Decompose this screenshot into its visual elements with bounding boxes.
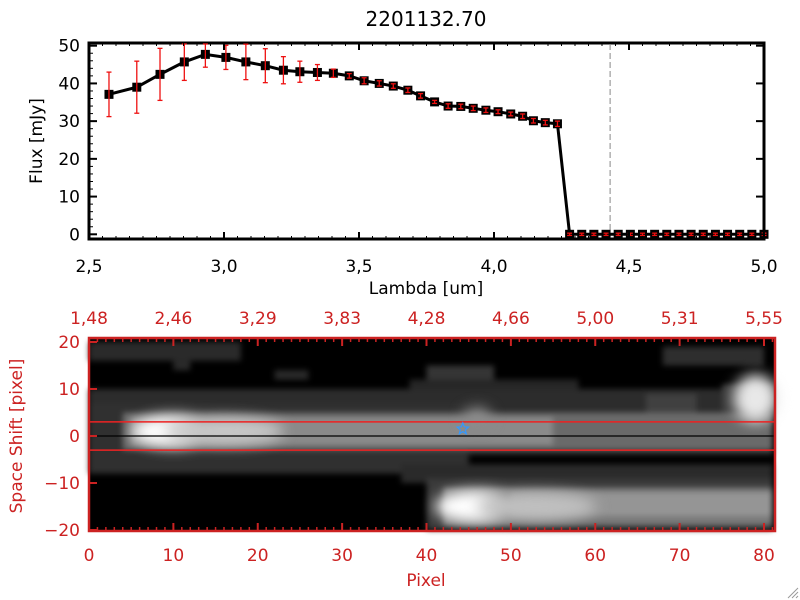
heatmap-patch [89,342,241,361]
y-tick-label: 0 [69,427,80,447]
error-bar [458,103,464,110]
error-bar [470,105,476,112]
error-bar [520,113,526,120]
error-bar [700,232,706,237]
error-bar [567,232,573,237]
error-bar [280,55,286,85]
error-bar [688,232,694,237]
top-axis-tick-label: 1,48 [70,309,108,329]
y-tick-label: 20 [58,333,80,353]
heatmap-patch [173,360,191,371]
bright-source-blob [476,492,597,521]
x-tick-label: 70 [669,546,691,566]
y-tick-label: −20 [44,521,80,541]
error-bar [202,43,208,68]
error-bar [445,103,451,109]
error-bar [664,232,670,237]
x-tick-label: 80 [753,546,775,566]
top-axis-tick-label: 5,55 [745,309,783,329]
bright-source-blob [164,417,284,446]
error-bar [243,43,249,81]
error-bar [330,68,336,79]
error-bar [640,232,645,237]
y-tick-label: 0 [69,225,80,245]
error-bar [725,232,731,237]
top-axis-tick-label: 3,29 [239,309,277,329]
y-tick-label: 20 [58,150,80,170]
heatmap-patch [274,370,309,380]
error-bar [712,232,718,237]
x-tick-label: 40 [416,546,438,566]
error-bar [376,80,382,87]
x-tick-label: 4,0 [480,257,507,277]
error-bar [361,77,367,85]
heatmap-y-label: Space Shift [pixel] [7,359,27,514]
top-axis-tick-label: 5,31 [661,309,699,329]
error-bar [483,107,489,114]
error-bar [676,232,682,237]
error-bar [749,232,755,237]
error-bar [554,120,560,128]
x-tick-label: 4,5 [615,257,642,277]
error-bar [615,232,621,237]
x-tick-label: 50 [500,546,522,566]
bright-source-blob [463,407,492,428]
error-bar [652,232,658,237]
y-tick-label: 50 [58,37,80,57]
error-bar [508,111,514,117]
error-bar [542,119,548,126]
error-bar [530,117,536,124]
x-tick-label: 60 [584,546,606,566]
error-bar [579,232,585,237]
error-bar [603,232,609,237]
error-bar [390,83,396,89]
error-bar [314,63,320,82]
error-bar [297,60,303,83]
error-bar [737,232,743,237]
x-tick-label: 0 [84,546,95,566]
top-plot-frame [87,41,766,241]
y-axis-label: Flux [mJy] [27,98,47,184]
error-bar [106,71,112,118]
y-tick-label: 10 [58,188,80,208]
error-bar [346,72,352,79]
y-tick-label: 30 [58,112,80,132]
error-bar [405,87,411,94]
x-axis-label: Lambda [um] [369,279,483,299]
x-tick-label: 20 [247,546,269,566]
y-tick-label: 40 [58,74,80,94]
x-tick-label: 5,0 [750,257,777,277]
heatmap-frame [87,336,777,533]
x-tick-label: 30 [331,546,353,566]
top-axis-tick-label: 5,00 [576,309,614,329]
y-tick-label: −10 [44,474,80,494]
heatmap-patch [662,346,764,366]
heatmap-patch [645,393,697,418]
top-axis-tick-label: 4,66 [492,309,530,329]
source-star-icon [455,421,471,436]
flux-line [108,52,764,236]
x-tick-label: 3,5 [345,257,372,277]
error-bar [432,99,438,105]
top-axis-tick-label: 2,46 [154,309,192,329]
x-tick-label: 3,0 [210,257,237,277]
error-bar [262,48,268,84]
resize-grip[interactable] [787,587,799,599]
error-bar [181,43,187,82]
chart-title: 2201132.70 [366,7,487,31]
error-bar [134,60,140,114]
top-axis-tick-label: 3,83 [323,309,361,329]
top-axis-tick-label: 4,28 [408,309,446,329]
error-bar [418,92,424,99]
bright-source-blob [733,374,778,423]
heatmap-x-label: Pixel [406,571,445,591]
x-tick-label: 10 [163,546,185,566]
error-bar [157,47,163,102]
x-tick-label: 2,5 [75,257,102,277]
y-tick-label: 10 [58,380,80,400]
error-bar [591,232,597,237]
error-bar [495,109,501,115]
